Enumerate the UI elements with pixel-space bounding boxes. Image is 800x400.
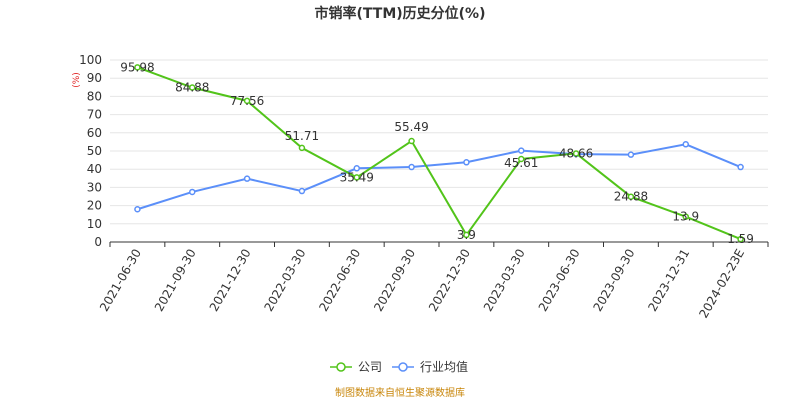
y-tick-label: 40	[87, 162, 102, 176]
data-point-industry-average[interactable]	[682, 141, 689, 148]
legend-marker-company	[336, 362, 346, 372]
chart-title: 市销率(TTM)历史分位(%)	[315, 5, 486, 22]
data-point-company[interactable]	[189, 84, 196, 91]
data-point-company[interactable]	[682, 213, 689, 220]
y-axis-ticks: 0 10 20 30 40 50 60 70 80 90 100	[79, 53, 102, 249]
data-point-company[interactable]	[243, 97, 251, 105]
data-point-company[interactable]	[134, 64, 141, 71]
data-label-company: 55.49	[394, 120, 428, 134]
x-tick-label: 2022-12-30	[426, 246, 473, 313]
data-point-industry-average[interactable]	[189, 188, 196, 196]
data-point-industry-average[interactable]	[353, 165, 360, 172]
legend-marker-industry-average	[398, 362, 408, 372]
data-point-company[interactable]	[408, 137, 415, 145]
y-tick-label: 20	[87, 199, 102, 213]
series-line-company	[137, 66, 741, 241]
series-line-industry-average	[137, 143, 741, 211]
x-tick-label: 2023-03-30	[481, 247, 528, 314]
data-point-company[interactable]	[518, 155, 525, 163]
x-tick-label: 2022-06-30	[316, 247, 363, 314]
legend-label-industry-average: 行业均值	[420, 359, 468, 374]
x-tick-label: 2022-03-30	[262, 247, 309, 314]
data-point-company[interactable]	[298, 144, 306, 152]
legend-item-company[interactable]: 公司	[330, 360, 382, 374]
x-tick-label: 2023-06-30	[536, 247, 583, 314]
y-tick-label: 70	[87, 108, 102, 122]
x-tick-label: 2021-06-30	[97, 247, 144, 314]
y-tick-label: 80	[87, 89, 102, 103]
data-label-company: 3.9	[457, 228, 476, 242]
data-point-company[interactable]	[627, 193, 635, 200]
data-point-industry-average[interactable]	[243, 175, 251, 182]
y-tick-label: 10	[87, 217, 102, 231]
data-point-industry-average[interactable]	[518, 147, 525, 154]
data-point-company[interactable]	[353, 174, 360, 181]
y-tick-label: 30	[87, 180, 102, 194]
y-tick-label: 60	[87, 126, 102, 140]
data-label-company: 24.88	[614, 190, 648, 204]
x-tick-label: 2021-09-30	[152, 247, 199, 314]
y-axis-unit: (%)	[72, 72, 82, 88]
data-point-industry-average[interactable]	[627, 151, 635, 158]
data-point-industry-average[interactable]	[408, 163, 415, 171]
data-point-industry-average[interactable]	[134, 205, 141, 213]
data-point-company[interactable]	[463, 231, 470, 239]
legend-label-company: 公司	[358, 360, 382, 374]
x-tick-label: 2023-12-31	[645, 247, 692, 314]
data-label-company: 48.66	[559, 146, 593, 160]
data-label-company: 84.88	[175, 81, 209, 95]
x-axis: 2021-06-30 2021-09-30 2021-12-30 2022-03-30…	[97, 242, 769, 321]
data-point-company[interactable]	[572, 150, 580, 157]
data-label-company: 45.61	[504, 156, 538, 170]
data-point-industry-average[interactable]	[463, 159, 470, 166]
data-label-company: 77.56	[230, 94, 264, 108]
data-label-company: 95.98	[120, 60, 154, 74]
data-labels: 95.98 84.88 77.56 51.71 35.49 55.49 3.9 45.61 48…	[120, 60, 754, 246]
y-tick-label: 90	[87, 71, 102, 85]
data-label-company: 1.59	[727, 232, 754, 246]
data-point-industry-average[interactable]	[298, 187, 306, 195]
data-label-company: 51.71	[285, 129, 319, 143]
data-label-company: 13.9	[672, 210, 699, 224]
y-tick-label: 0	[94, 235, 102, 249]
x-tick-label: 2021-12-30	[207, 246, 254, 313]
data-label-company: 35.49	[340, 170, 374, 184]
x-tick-label: 2023-09-30	[591, 247, 638, 314]
y-tick-label: 100	[79, 53, 102, 67]
legend-item-industry-average[interactable]: 行业均值	[392, 359, 468, 374]
data-point-company[interactable]	[737, 235, 744, 243]
source-note: 制图数据来自恒生聚源数据库	[335, 386, 465, 399]
y-tick-label: 50	[87, 144, 102, 158]
x-tick-label: 2022-09-30	[371, 247, 418, 314]
series-layer	[134, 64, 744, 243]
legend: 公司 行业均值	[330, 359, 468, 374]
data-point-industry-average[interactable]	[737, 163, 744, 171]
x-tick-label: 2024-02-23E	[696, 247, 747, 321]
grid-lines	[110, 59, 768, 243]
